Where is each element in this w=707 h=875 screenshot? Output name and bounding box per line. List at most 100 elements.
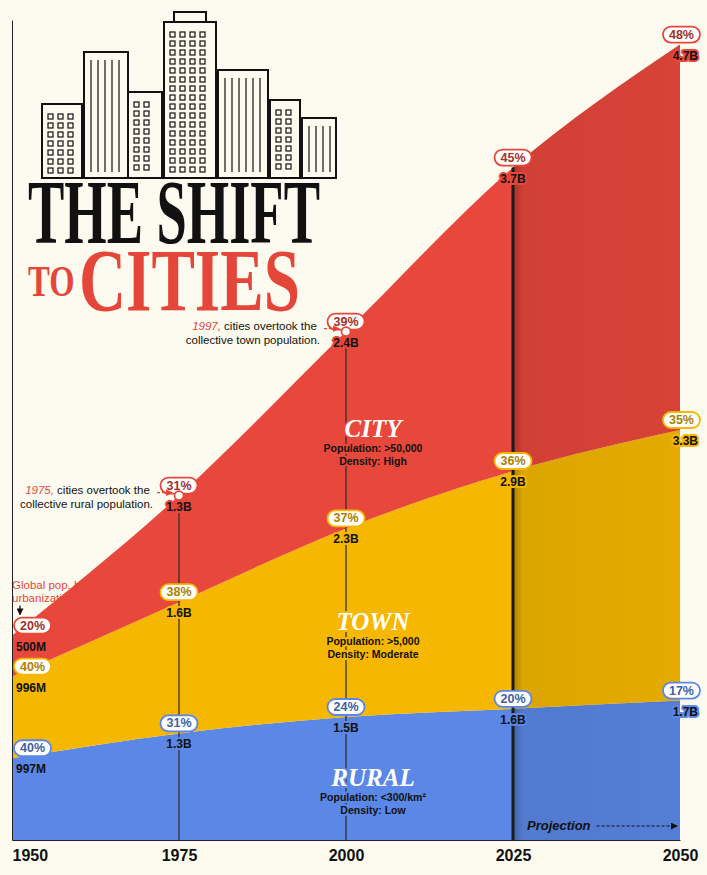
building-window	[48, 123, 53, 128]
building-window	[276, 110, 281, 115]
chart: THE SHIFTTO CITIESRURALPopulation: <300/…	[0, 0, 707, 875]
building-window	[180, 32, 185, 37]
building-window	[276, 146, 281, 151]
share-label: 17%	[669, 684, 694, 698]
series-name: TOWN	[336, 608, 410, 635]
annotation-arrow	[324, 328, 339, 329]
building-window	[276, 119, 281, 124]
building-window	[200, 41, 205, 46]
value-label: 3.7B	[500, 172, 526, 186]
building-window	[180, 140, 185, 145]
building-window	[170, 95, 175, 100]
building-window	[144, 120, 149, 125]
building-window	[190, 77, 195, 82]
building-window	[170, 50, 175, 55]
annotation-year: 1975,	[25, 484, 54, 496]
value-label: 997M	[16, 762, 46, 776]
building-window	[144, 111, 149, 116]
x-tick: 2000	[329, 840, 365, 864]
value-label: 1.5B	[333, 721, 359, 735]
building-window	[134, 120, 139, 125]
value-label: 1.6B	[500, 713, 526, 727]
building-window	[170, 113, 175, 118]
building-window	[58, 114, 63, 119]
value-label: 996M	[16, 681, 46, 695]
projection-shade	[513, 20, 680, 840]
series-name: RURAL	[330, 764, 414, 791]
building-window	[134, 111, 139, 116]
share-badge	[14, 618, 51, 634]
building	[174, 12, 206, 22]
building-window	[190, 104, 195, 109]
building-window	[200, 122, 205, 127]
building-stripe	[97, 60, 98, 172]
building-window	[200, 104, 205, 109]
building-window	[200, 68, 205, 73]
value-label: 2.9B	[500, 475, 526, 489]
building-window	[190, 41, 195, 46]
x-tick-label: 1950	[13, 847, 49, 864]
building-window	[134, 156, 139, 161]
building	[164, 22, 216, 178]
building-window	[200, 113, 205, 118]
plot-area	[12, 20, 680, 840]
projection-shade-group	[513, 20, 680, 840]
building-window	[286, 137, 291, 142]
building-window	[200, 59, 205, 64]
building-window	[190, 122, 195, 127]
building-window	[170, 68, 175, 73]
building-window	[180, 122, 185, 127]
share-label: 36%	[500, 454, 525, 468]
building-stripe	[111, 60, 112, 172]
building-window	[170, 77, 175, 82]
building-window	[68, 123, 73, 128]
annotation-point	[175, 491, 184, 500]
x-tick-label: 2000	[329, 847, 365, 864]
series-description: Density: Low	[340, 804, 406, 816]
building-window	[170, 140, 175, 145]
share-label: 48%	[669, 28, 694, 42]
share-badge	[327, 699, 364, 715]
building-window	[200, 95, 205, 100]
labels: RURALPopulation: <300/km²Density: LowTOW…	[12, 27, 700, 833]
building-window	[144, 138, 149, 143]
building-window	[170, 59, 175, 64]
building-window	[58, 132, 63, 137]
value-label: 3.3B	[673, 434, 699, 448]
building-window	[190, 95, 195, 100]
building-stripe	[245, 78, 246, 172]
share-label: 24%	[333, 700, 358, 714]
building-window	[48, 132, 53, 137]
building-window	[58, 150, 63, 155]
annotation-arrow	[19, 606, 20, 615]
building-stripe	[252, 78, 253, 172]
value-label: 1.7B	[673, 705, 699, 719]
annotation-line: 1975, cities overtook the	[25, 484, 153, 496]
subtitle: TO CITIES	[28, 232, 300, 330]
building-window	[68, 150, 73, 155]
annotation-line: urbanization	[12, 592, 75, 604]
x-axis-line	[13, 840, 681, 841]
building-stripe	[224, 78, 225, 172]
building-window	[180, 68, 185, 73]
building-window	[276, 128, 281, 133]
building-window	[48, 141, 53, 146]
x-tick: 2050	[663, 840, 699, 864]
building-window	[144, 147, 149, 152]
value-label: 2.4B	[333, 336, 359, 350]
x-axis: 19501975200020252050	[13, 840, 699, 864]
building-stripe	[259, 78, 260, 172]
share-label: 40%	[20, 660, 45, 674]
building-window	[144, 129, 149, 134]
share-badge	[14, 740, 51, 756]
grid-line	[512, 168, 513, 840]
building-window	[134, 129, 139, 134]
x-tick-label: 2050	[663, 847, 699, 864]
building-window	[144, 156, 149, 161]
building-window	[190, 68, 195, 73]
share-badge	[663, 27, 700, 43]
building-window	[180, 50, 185, 55]
building-window	[286, 146, 291, 151]
building-window	[180, 104, 185, 109]
projection-line	[512, 168, 515, 840]
